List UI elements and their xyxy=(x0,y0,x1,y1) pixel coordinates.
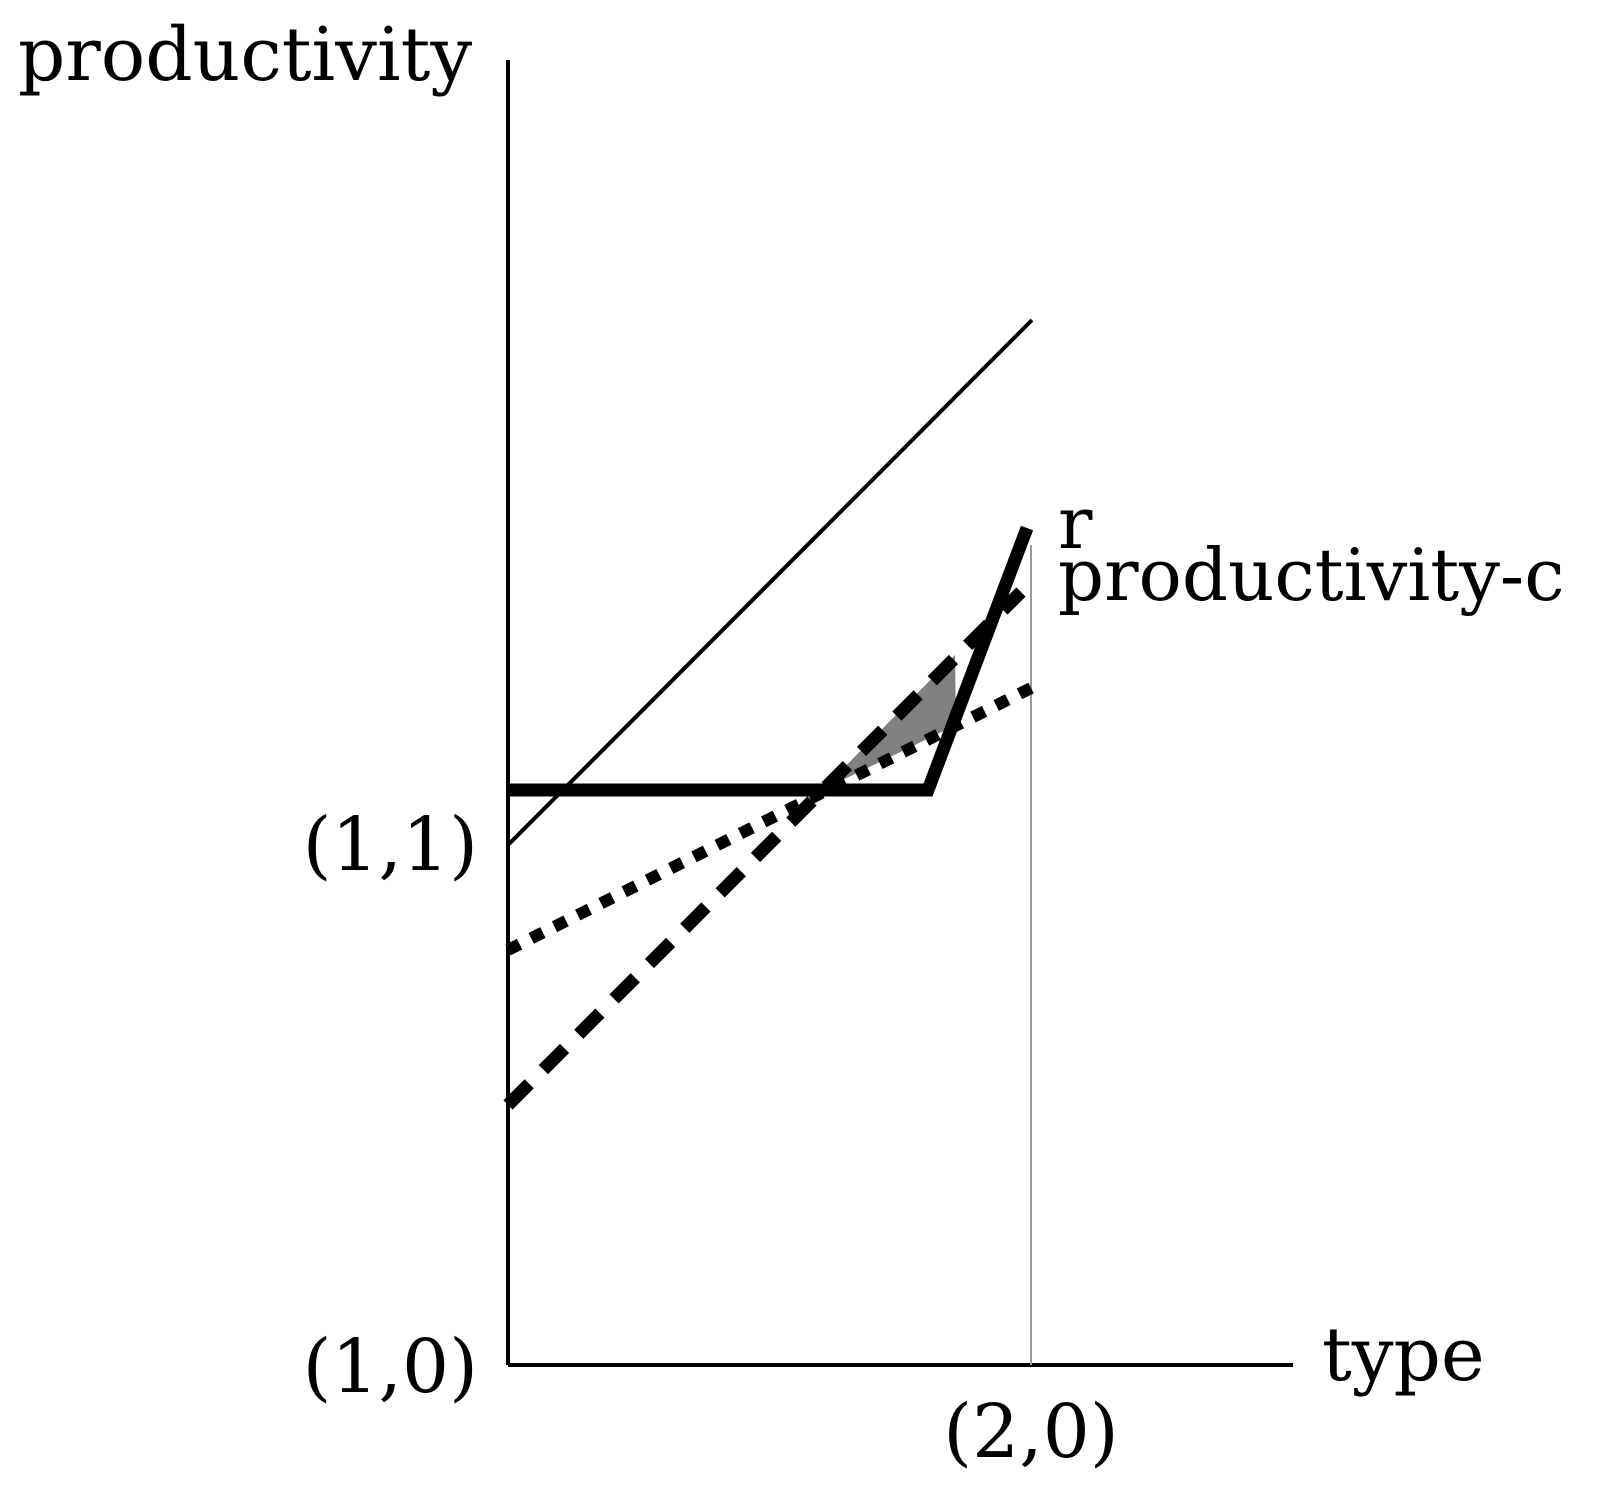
dashed-productivity-c-line xyxy=(503,587,1026,1110)
productivity-c-label: productivity-c xyxy=(1058,533,1565,617)
shaded-gain-region xyxy=(822,655,956,790)
x-tick-label: (2,0) xyxy=(943,1389,1118,1475)
origin-label: (1,0) xyxy=(303,1324,478,1410)
dotted-line xyxy=(505,680,1038,956)
y-tick-label: (1,1) xyxy=(303,802,478,888)
r-curve xyxy=(508,525,1034,797)
r-curve-label: r xyxy=(1058,481,1093,565)
y-axis-label: productivity xyxy=(18,12,472,98)
x-axis-label: type xyxy=(1322,1312,1485,1398)
productivity-line xyxy=(506,318,1034,847)
